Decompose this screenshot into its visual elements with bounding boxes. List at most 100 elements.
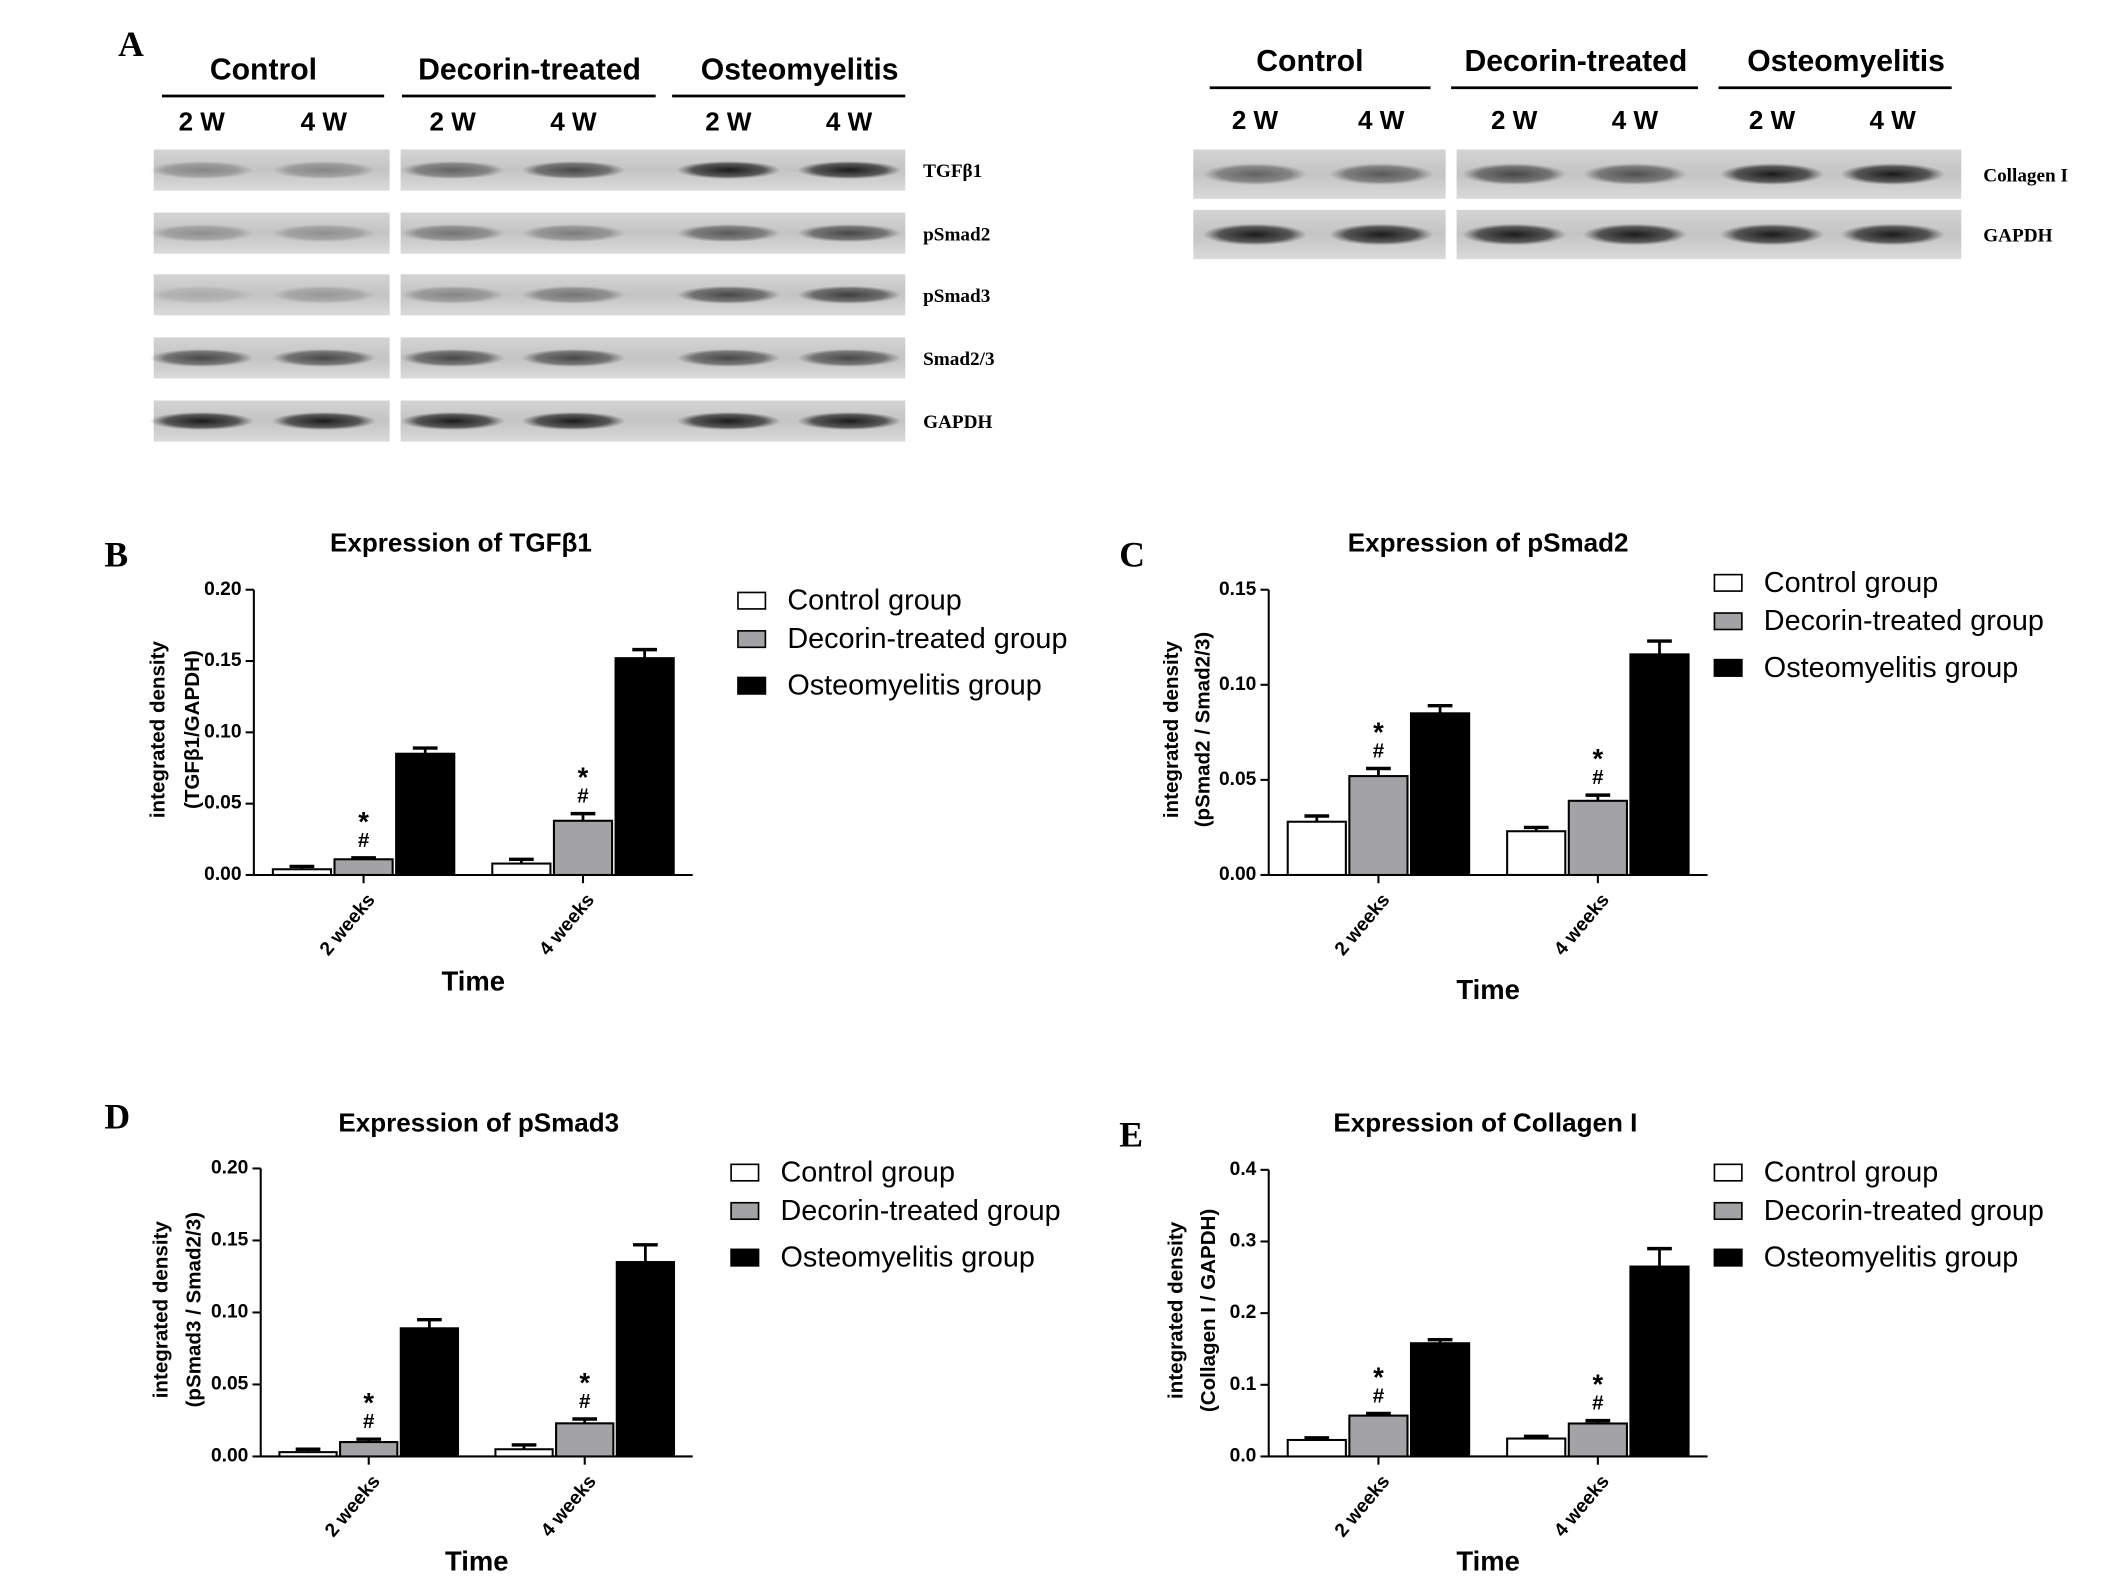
legend-swatch [1713,1201,1743,1221]
y-tick-label: 0.4 [1230,1159,1257,1180]
blot-band [271,411,376,431]
y-tick-label: 0.05 [211,1374,249,1395]
legend-label: Decorin-treated group [1764,1195,2044,1227]
chart-title: Expression of TGFβ1 [330,527,592,557]
bar [278,1451,338,1458]
lane-label: 4 W [550,106,597,136]
legend-label: Decorin-treated group [780,1195,1060,1227]
protein-label: pSmad2 [923,224,990,245]
blot-band [1462,163,1567,186]
y-tick-label: 0.1 [1230,1374,1257,1395]
blot-band [400,411,505,431]
significance-mark: # [577,785,589,808]
blot-band [796,285,902,304]
blot-band [521,161,626,180]
x-axis-label: Time [445,1546,508,1577]
panel-letter: E [1119,1114,1143,1154]
blot-band [149,285,254,304]
legend-label: Control group [1764,1157,1938,1189]
bar [1567,1422,1628,1458]
legend-label: Osteomyelitis group [1764,1242,2018,1274]
legend-swatch [1713,1248,1743,1267]
bar [494,1448,554,1458]
significance-mark: * [578,762,589,793]
lane-label: 2 W [179,106,226,136]
legend-label: Osteomyelitis group [780,1242,1034,1274]
group-label: Osteomyelitis [701,53,899,86]
bar [1286,1438,1347,1458]
bar [1506,830,1567,877]
blot-band [1840,163,1945,186]
protein-label: GAPDH [1983,226,2052,247]
bar [1348,775,1409,876]
y-axis-label: (Collagen I / GAPDH) [1197,1209,1220,1412]
x-axis-label: Time [1456,1546,1519,1577]
bar [1409,712,1471,877]
x-tick-label: 4 weeks [537,1471,600,1541]
legend-label: Osteomyelitis group [1764,652,2018,684]
significance-mark: # [579,1390,591,1413]
blot-band [271,161,376,180]
x-tick-label: 4 weeks [1550,1471,1613,1541]
group-label: Decorin-treated [1464,45,1687,78]
x-tick-label: 2 weeks [1331,1471,1394,1541]
bar [614,657,675,877]
blot-band [1202,163,1308,186]
blot-band [676,224,781,243]
y-axis-label: integrated density [1164,1221,1187,1399]
y-tick-label: 0.00 [1219,864,1256,885]
lane-label: 4 W [1612,105,1659,135]
protein-label: Smad2/3 [923,349,994,370]
panel-letter: C [1119,534,1145,574]
legend-swatch [1713,612,1743,631]
blot-band [796,411,902,431]
y-axis-label: integrated density [147,640,170,818]
bar [1629,653,1690,876]
legend-swatch [737,630,767,649]
blot-band [521,411,626,431]
y-tick-label: 0.2 [1230,1302,1257,1323]
significance-mark: * [363,1387,374,1418]
blot-band [676,285,781,304]
bar [1629,1265,1690,1458]
y-tick-label: 0.3 [1230,1231,1257,1252]
blot-band [1582,223,1687,246]
group-label: Control [1256,45,1363,78]
significance-mark: * [1593,1369,1604,1400]
bar [1348,1414,1409,1458]
bar [555,1422,615,1458]
legend-swatch [1713,573,1743,592]
blot-band [796,161,902,180]
y-tick-label: 0.00 [211,1446,248,1467]
x-tick-label: 4 weeks [1550,890,1613,960]
bar [552,819,614,876]
significance-mark: # [363,1410,375,1433]
blot-band [796,348,902,367]
blot-band [271,285,376,304]
y-axis-label: integrated density [1160,640,1183,818]
group-label: Osteomyelitis [1747,45,1945,78]
significance-mark: # [1592,1392,1604,1415]
significance-mark: # [1373,1384,1385,1407]
bar [395,752,456,876]
lane-label: 2 W [705,106,752,136]
y-tick-label: 0.05 [204,793,242,814]
protein-label: GAPDH [923,412,992,433]
blot-band [676,348,781,367]
blot-band [149,348,254,367]
y-tick-label: 0.15 [1219,579,1257,600]
lane-label: 4 W [1870,105,1917,135]
legend-swatch [730,1163,760,1182]
blot-band [1719,163,1825,186]
legend-swatch [730,1201,760,1221]
legend-swatch [737,591,767,610]
legend-label: Control group [1764,567,1938,599]
y-tick-label: 0.15 [204,650,242,671]
group-label: Control [210,53,317,86]
bar [339,1441,399,1458]
significance-mark: * [1373,716,1384,747]
x-axis-label: Time [442,966,505,997]
bar [1286,820,1347,877]
bar [333,858,394,876]
